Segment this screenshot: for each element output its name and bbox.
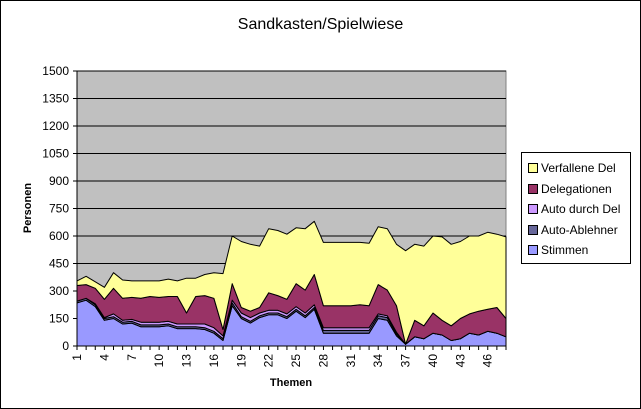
x-tick-label: 40 — [426, 354, 440, 368]
legend-item: Verfallene Del — [528, 160, 616, 176]
chart-legend: Verfallene Del Delegationen Auto durch Del… — [521, 152, 631, 264]
y-tick-label: 0 — [62, 339, 69, 353]
y-tick-label: 1050 — [42, 147, 69, 161]
y-tick-label: 900 — [49, 174, 69, 188]
x-axis: 1 4 7 10 13 16 19 22 25 28 31 34 37 40 43 46 — [70, 345, 507, 368]
y-tick-label: 1500 — [42, 64, 69, 78]
y-axis-label: Personen — [22, 183, 34, 233]
y-tick-label: 1200 — [42, 119, 69, 133]
legend-swatch — [528, 183, 538, 194]
legend-item: Auto durch Del — [528, 201, 620, 217]
x-tick-label: 31 — [344, 354, 358, 368]
x-tick-label: 25 — [289, 354, 303, 368]
x-tick-label: 43 — [453, 354, 467, 368]
legend-item: Auto-Ablehner — [528, 222, 618, 238]
y-tick-label: 600 — [49, 229, 69, 243]
x-axis-label: Themen — [270, 377, 312, 389]
legend-label: Auto durch Del — [541, 202, 621, 216]
legend-swatch — [528, 224, 538, 235]
x-tick-label: 46 — [481, 354, 495, 368]
y-axis: 0 150 300 450 600 750 900 1050 1200 1350 1500 — [42, 64, 78, 353]
x-tick-label: 10 — [152, 354, 166, 368]
y-tick-label: 750 — [49, 202, 69, 216]
legend-label: Verfallene Del — [541, 161, 616, 175]
legend-swatch — [528, 245, 538, 255]
legend-label: Delegationen — [541, 181, 612, 196]
legend-item: Stimmen — [528, 242, 588, 258]
y-tick-label: 300 — [49, 284, 69, 298]
legend-label: Stimmen — [541, 243, 589, 257]
y-tick-label: 150 — [49, 312, 69, 326]
x-tick-label: 22 — [262, 354, 276, 368]
y-tick-label: 450 — [49, 257, 69, 271]
legend-swatch — [528, 163, 538, 173]
x-tick-label: 16 — [207, 354, 221, 368]
x-tick-label: 34 — [371, 354, 385, 368]
x-tick-label: 13 — [180, 354, 194, 368]
area-verfallene-del — [76, 220, 507, 345]
x-tick-label: 19 — [234, 354, 248, 368]
x-tick-label: 4 — [97, 354, 111, 361]
x-tick-label: 37 — [399, 354, 413, 368]
chart-title: Sandkasten/Spielwiese — [237, 16, 404, 33]
legend-swatch — [528, 204, 538, 214]
y-tick-label: 1350 — [42, 92, 69, 106]
legend-item: Delegationen — [528, 181, 612, 197]
x-tick-label: 1 — [70, 354, 84, 361]
x-tick-label: 7 — [125, 354, 139, 361]
x-tick-label: 28 — [316, 354, 330, 368]
legend-label: Auto-Ablehner — [541, 222, 618, 237]
